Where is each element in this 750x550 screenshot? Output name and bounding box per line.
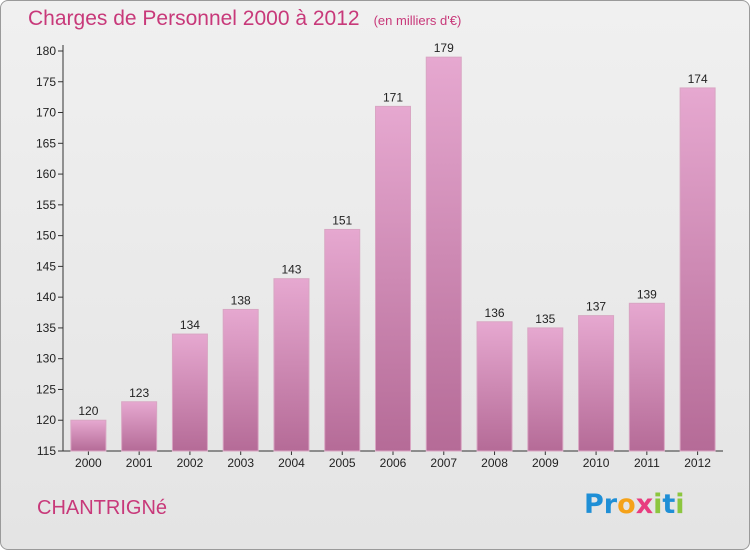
data-label-2004: 143 [281,263,301,277]
bar-2008 [476,321,513,452]
data-label-2006: 171 [383,90,403,104]
data-label-2010: 137 [586,300,606,314]
y-tick-label: 145 [36,259,56,273]
bar-2005 [324,228,361,452]
y-tick-label: 170 [36,106,56,120]
bar-2012 [679,87,716,452]
bar-2000 [70,419,107,452]
x-tick-label-2006: 2006 [380,456,407,470]
data-label-2008: 136 [485,306,505,320]
x-tick-label-2003: 2003 [227,456,254,470]
chart-title: Charges de Personnel 2000 à 2012 (en mill… [28,7,461,31]
y-tick-label: 120 [36,413,56,427]
y-tick-label: 130 [36,352,56,366]
data-label-2005: 151 [332,213,352,227]
x-tick-label-2002: 2002 [177,456,204,470]
x-tick-label-2007: 2007 [430,456,457,470]
bar-2011 [628,302,665,452]
logo-letter: t [662,489,676,520]
logo-letter: i [675,489,685,520]
chart-labels: 120 2000 123 2001 134 2002 138 2003 143 2004 151 20… [75,41,711,470]
y-tick-label: 115 [37,444,56,458]
data-label-2003: 138 [231,293,251,307]
data-label-2009: 135 [535,312,555,326]
data-label-2012: 174 [688,72,708,86]
logo-letter: i [653,489,663,520]
y-tick-label: 175 [36,75,56,89]
y-tick-label: 155 [36,198,56,212]
proxiti-logo[interactable]: Proxiti [584,489,685,520]
chart-title-text: Charges de Personnel 2000 à 2012 [28,7,360,30]
y-tick-label: 180 [36,44,56,58]
bar-2003 [222,308,259,452]
bar-2002 [171,333,208,452]
y-tick-label: 165 [36,136,56,150]
logo-letter: x [635,489,654,520]
logo-letter: o [617,489,636,520]
x-tick-label-2005: 2005 [329,456,356,470]
bar-2006 [375,105,411,452]
logo-letter: P [584,489,604,520]
bar-2001 [121,401,158,452]
bar-2009 [527,327,564,452]
x-tick-label-2004: 2004 [278,456,305,470]
x-tick-label-2010: 2010 [583,456,610,470]
town-name: CHANTRIGNé [37,497,168,519]
y-tick-label: 125 [36,382,56,396]
y-tick-label: 150 [36,229,56,243]
y-tick-label: 140 [36,290,56,304]
data-label-2000: 120 [78,404,98,418]
x-tick-label-2000: 2000 [75,456,102,470]
x-tick-label-2008: 2008 [481,456,508,470]
x-tick-label-2012: 2012 [684,456,711,470]
x-tick-label-2001: 2001 [126,456,153,470]
bar-2010 [578,315,615,452]
data-label-2011: 139 [637,287,657,301]
data-label-2001: 123 [129,386,149,400]
chart-subtitle: (en milliers d'€) [373,13,462,28]
bar-2004 [273,278,310,452]
chart-bars [70,56,716,452]
logo-letter: r [603,489,618,520]
x-tick-label-2009: 2009 [532,456,559,470]
data-label-2007: 179 [434,41,454,55]
data-label-2002: 134 [180,318,200,332]
y-tick-label: 135 [36,321,56,335]
x-tick-label-2011: 2011 [634,456,660,470]
y-tick-label: 160 [36,167,56,181]
bar-2007 [425,56,462,452]
